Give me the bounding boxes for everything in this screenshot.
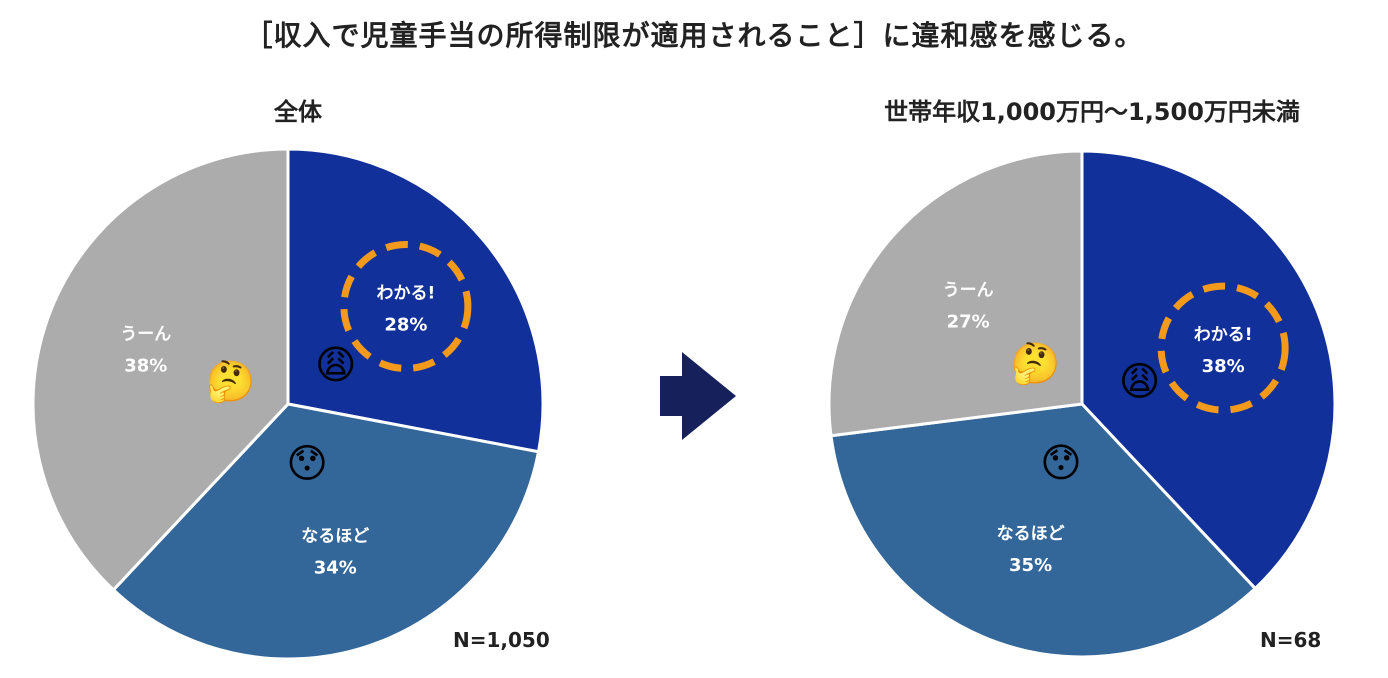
slice-percentage: 38% — [124, 356, 167, 377]
pie-chart-svg: わかる! 38% 😩 なるほど 35% 😯 うーん 27% 🤔 N=68 — [827, 149, 1337, 659]
chart-title: 全体 — [274, 98, 322, 126]
highlight-circle — [1157, 282, 1289, 414]
pie-slice — [286, 147, 545, 454]
emoji-icon: 😯 — [1040, 440, 1082, 486]
slice-label: なるほど — [301, 527, 369, 547]
right-arrow-icon — [660, 352, 736, 440]
slice-label: わかる! — [377, 283, 436, 303]
pie-slice — [829, 402, 1258, 659]
slice-percentage: 38% — [1202, 356, 1245, 377]
pie-slice — [31, 147, 290, 593]
emoji-icon: 😯 — [286, 441, 328, 487]
pie-slice — [1080, 149, 1337, 591]
emoji-icon: 😩 — [1119, 359, 1161, 405]
chart-title: 世帯年収1,000万円〜1,500万円未満 — [884, 98, 1300, 126]
emoji-icon: 🤔 — [205, 359, 255, 405]
sample-size-label: N=68 — [1260, 628, 1321, 652]
pie-chart-svg: わかる! 28% 😩 なるほど 34% 😯 うーん 38% 🤔 N=1,050 — [31, 147, 550, 661]
emoji-icon: 😩 — [315, 342, 357, 388]
slice-label: うーん — [943, 281, 994, 301]
emoji-icon: 🤔 — [1011, 341, 1061, 387]
slice-percentage: 28% — [384, 314, 427, 335]
slice-percentage: 34% — [314, 558, 357, 579]
pie-chart-income-bracket: 世帯年収1,000万円〜1,500万円未満 わかる! 38% 😩 なるほど 35% 😯 うー… — [812, 92, 1372, 678]
slice-label: うーん — [120, 325, 171, 345]
slice-label: なるほど — [997, 524, 1065, 544]
sample-size-label: N=1,050 — [453, 628, 550, 652]
slice-percentage: 27% — [947, 312, 990, 333]
pie-slice — [827, 149, 1084, 438]
pie-slice — [111, 402, 541, 661]
page-title: ［収入で児童手当の所得制限が適用されること］に違和感を感じる。 — [244, 19, 1144, 52]
slice-label: わかる! — [1194, 325, 1253, 345]
slice-percentage: 35% — [1009, 555, 1052, 576]
highlight-circle — [340, 240, 472, 372]
pie-chart-overall: 全体 わかる! 28% 😩 なるほど 34% 😯 うーん 38% 🤔 N=1,050 — [18, 92, 578, 678]
